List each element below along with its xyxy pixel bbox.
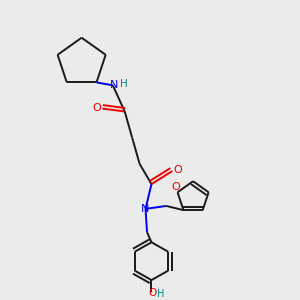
Text: H: H: [157, 289, 165, 299]
Text: O: O: [172, 182, 180, 192]
Text: O: O: [93, 103, 101, 113]
Text: O: O: [173, 165, 182, 175]
Text: O: O: [149, 288, 157, 298]
Text: N: N: [110, 80, 118, 90]
Text: H: H: [120, 80, 128, 89]
Text: N: N: [141, 204, 150, 214]
